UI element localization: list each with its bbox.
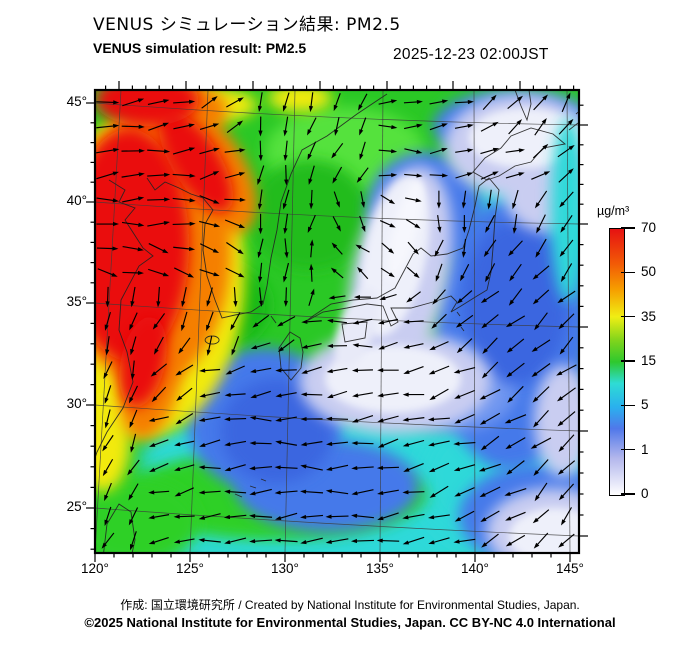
lat-label: 25° bbox=[66, 499, 87, 514]
lon-label: 130° bbox=[271, 561, 299, 576]
page-title-japanese: VENUS シミュレーション結果: PM2.5 bbox=[93, 15, 401, 35]
colorbar-tick bbox=[621, 448, 635, 451]
footer-copyright: ©2025 National Institute for Environment… bbox=[84, 615, 616, 630]
colorbar-tick-label: 5 bbox=[641, 397, 649, 413]
lon-label: 145° bbox=[556, 561, 584, 576]
map-frame bbox=[86, 81, 588, 562]
colorbar-tick bbox=[621, 315, 635, 318]
colorbar-tick-label: 70 bbox=[641, 220, 657, 235]
footer-credit: 作成: 国立環境研究所 / Created by National Instit… bbox=[120, 598, 580, 612]
lat-label: 35° bbox=[66, 294, 87, 309]
timestamp: 2025-12-23 02:00JST bbox=[393, 46, 549, 63]
colorbar-tick bbox=[621, 360, 635, 362]
colorbar-tick-label: 0 bbox=[641, 486, 649, 501]
lon-label: 135° bbox=[366, 561, 394, 576]
colorbar bbox=[609, 228, 625, 496]
wind-arrows bbox=[96, 92, 577, 551]
colorbar-tick bbox=[621, 493, 635, 495]
coastlines bbox=[95, 90, 579, 553]
colorbar-unit-label: µg/m³ bbox=[597, 204, 630, 218]
colorbar-tick-label: 1 bbox=[641, 441, 649, 457]
lat-label: 40° bbox=[66, 193, 87, 208]
map-svg bbox=[86, 81, 588, 562]
colorbar-tick bbox=[621, 404, 635, 407]
colorbar-tick bbox=[621, 227, 635, 229]
colorbar-tick-label: 15 bbox=[641, 353, 657, 368]
page-title-english: VENUS simulation result: PM2.5 bbox=[93, 40, 307, 56]
colorbar-tick-label: 50 bbox=[641, 264, 657, 280]
colorbar-tick-label: 35 bbox=[641, 308, 657, 324]
lon-label: 125° bbox=[176, 561, 204, 576]
lat-label: 30° bbox=[66, 396, 87, 411]
lon-label: 140° bbox=[461, 561, 489, 576]
lon-label: 120° bbox=[81, 561, 109, 576]
graticule bbox=[95, 90, 579, 553]
colorbar-tick bbox=[621, 271, 635, 274]
lat-label: 45° bbox=[66, 94, 87, 109]
